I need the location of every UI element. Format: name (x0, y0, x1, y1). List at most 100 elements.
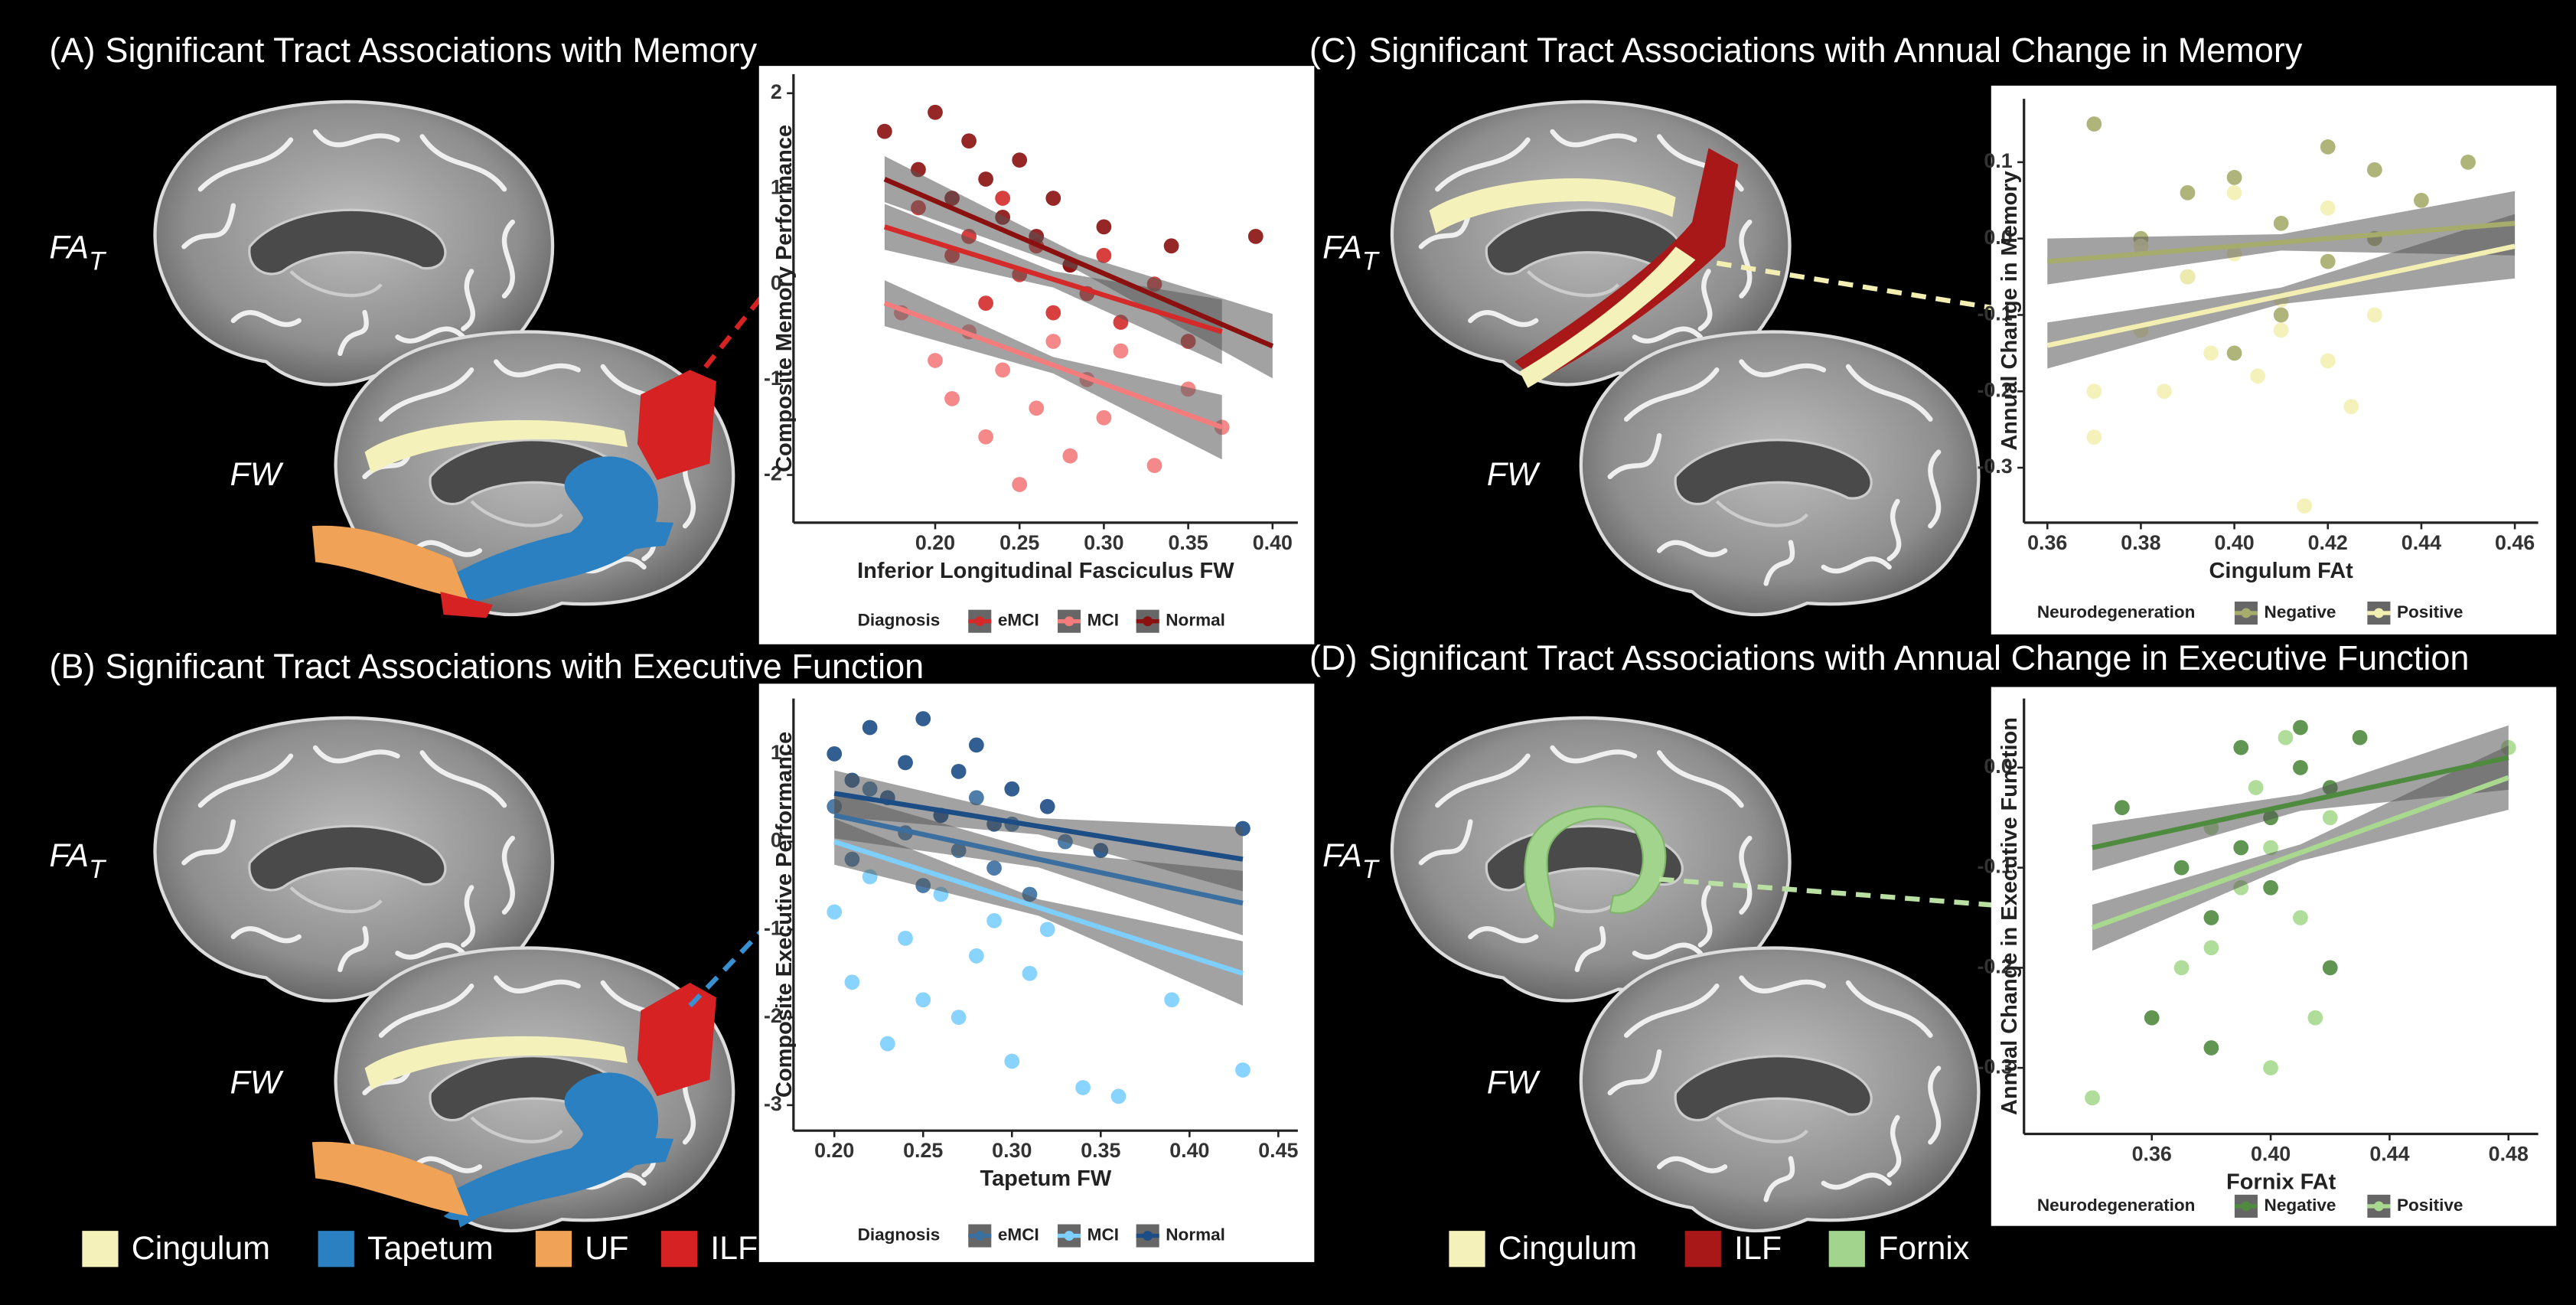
point (844, 974, 860, 990)
plot-area (2046, 116, 2516, 514)
point (1045, 305, 1061, 321)
point (2320, 353, 2336, 369)
point (2203, 940, 2219, 956)
fw-label: FW (230, 1064, 284, 1101)
point (2180, 269, 2196, 285)
y-tick-label: -2 (764, 1004, 782, 1027)
legend-label: Negative (2265, 602, 2336, 622)
point (2173, 860, 2190, 876)
y-tick-label: -0.2 (1977, 378, 2012, 401)
fit-line (883, 177, 1274, 349)
brain (1581, 948, 1979, 1230)
x-tick-label: 0.35 (1081, 1139, 1120, 1162)
point (898, 755, 913, 771)
point (1164, 992, 1179, 1008)
legend-label: Positive (2397, 602, 2463, 622)
point (2263, 840, 2278, 856)
tract-label: Cingulum (1498, 1230, 1637, 1267)
point (1110, 1088, 1127, 1104)
point (2366, 307, 2382, 323)
fa-label: FAT (49, 230, 106, 276)
plot-area (2085, 719, 2516, 1106)
tract-label: Tapetum (367, 1230, 494, 1267)
y-tick-label: -1 (764, 367, 782, 390)
x-tick-label: 0.20 (915, 531, 955, 554)
y-tick-label: -3 (764, 1092, 782, 1115)
point (968, 790, 984, 806)
tract-swatch (1449, 1231, 1485, 1267)
fw-label: FW (230, 456, 284, 493)
fit-line (2092, 755, 2509, 850)
point (1113, 343, 1129, 359)
confidence-band (834, 792, 1243, 936)
panel-label: (C) (1309, 31, 1358, 70)
panel-title: Significant Tract Associations with Annu… (1368, 638, 2469, 677)
point (2180, 184, 2196, 201)
point (2343, 399, 2359, 415)
point (968, 737, 984, 753)
confidence-band (884, 155, 1273, 379)
plot-area (876, 104, 1274, 492)
point (944, 390, 960, 406)
fa-text: FA (49, 837, 89, 874)
panel-label: (B) (49, 647, 95, 686)
panel-title: Significant Tract Associations with Annu… (1368, 31, 2303, 70)
fit-line (2046, 243, 2516, 348)
point (2226, 345, 2242, 361)
x-tick-label: 0.30 (1084, 531, 1123, 554)
point (995, 362, 1011, 378)
confidence-band (834, 770, 1243, 892)
point (2086, 383, 2102, 400)
point (2263, 1060, 2278, 1076)
point (1022, 965, 1038, 981)
legend-label: MCI (1087, 1225, 1119, 1245)
y-axis-title: Annual Change in Memory (1997, 171, 2022, 450)
tract-label: UF (585, 1230, 628, 1267)
point (879, 1036, 895, 1052)
point (2203, 1040, 2219, 1055)
point (2250, 368, 2266, 384)
tract-label: ILF (710, 1230, 758, 1267)
tracts (311, 370, 716, 618)
legend-title: Diagnosis (858, 611, 941, 630)
y-tick-label: -1 (764, 916, 782, 939)
x-tick-label: 0.44 (2369, 1142, 2409, 1165)
point (2248, 780, 2264, 795)
legend-label: MCI (1087, 611, 1119, 630)
point (827, 746, 843, 762)
y-axis-title: Composite Memory Performance (772, 125, 797, 472)
fit-line (833, 791, 1244, 862)
point (2273, 307, 2289, 323)
tract-label: Fornix (1878, 1230, 1969, 1267)
x-axis-title: Inferior Longitudinal Fasciculus FW (857, 559, 1234, 583)
x-tick-label: 0.30 (992, 1139, 1032, 1162)
point (2226, 184, 2242, 201)
x-tick-label: 0.46 (2495, 531, 2535, 554)
confidence-band (884, 280, 1222, 460)
point (827, 904, 843, 920)
x-tick-label: 0.36 (2027, 531, 2067, 554)
y-tick-label: 0 (771, 829, 782, 852)
fit-line (2046, 220, 2516, 264)
point (951, 763, 967, 779)
fw-label: FW (1487, 1064, 1541, 1101)
fa-subscript: T (89, 247, 106, 276)
fa-text: FA (49, 230, 89, 266)
connector (688, 926, 766, 1008)
point (2144, 1010, 2160, 1026)
point (951, 1010, 967, 1026)
point (2293, 910, 2308, 925)
fa-text: FA (1322, 230, 1362, 266)
point (2203, 345, 2219, 361)
point (968, 948, 984, 964)
chart-background (1991, 85, 2557, 635)
fa-label: FAT (49, 837, 106, 884)
tracts (1429, 148, 1739, 388)
point (2115, 800, 2130, 816)
point (1045, 191, 1061, 206)
tract-label: ILF (1734, 1230, 1782, 1267)
x-tick-label: 0.40 (2214, 531, 2254, 554)
point (1235, 1062, 1251, 1078)
legend-title: Neurodegeneration (2037, 1196, 2196, 1215)
tract-swatch (82, 1231, 119, 1267)
